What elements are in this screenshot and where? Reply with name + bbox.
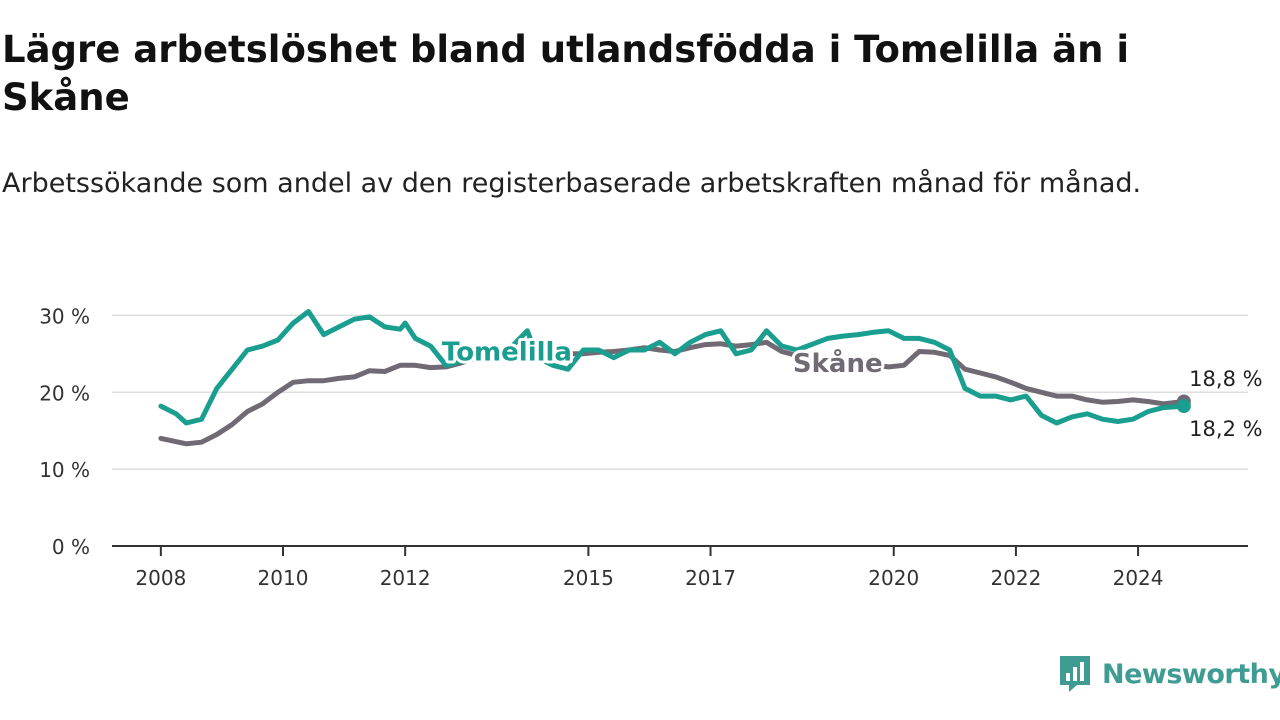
x-tick-label: 2020	[868, 566, 919, 590]
y-tick-label: 30 %	[39, 304, 90, 328]
series-line-tomelilla	[158, 309, 1187, 426]
y-tick-label: 20 %	[39, 381, 90, 405]
end-value-label-tomelilla: 18,2 %	[1189, 417, 1262, 441]
axes: 0 % 10 % 20 % 30 % 2008 2010 2012 2015 2017 2020 2…	[39, 304, 1248, 590]
brand-name: Newsworthy	[1102, 658, 1280, 690]
chart-subtitle: Arbetssökande som andel av den registerb…	[2, 168, 1142, 199]
x-tick-label: 2017	[685, 566, 736, 590]
x-tick-label: 2022	[990, 566, 1041, 590]
y-tick-label: 0 %	[52, 535, 90, 559]
x-tick-label: 2015	[563, 566, 614, 590]
x-tick-label: 2012	[380, 566, 431, 590]
x-tick-label: 2010	[258, 566, 309, 590]
newsworthy-logo-icon	[1060, 656, 1090, 692]
series-labels: Tomelilla Skåne 18,2 % 18,8 %	[439, 335, 1265, 444]
chart-title: Lägre arbetslöshet bland utlandsfödda i …	[2, 28, 1130, 119]
end-point-marker	[1176, 399, 1191, 414]
end-value-label-skane: 18,8 %	[1189, 367, 1262, 391]
series-label-tomelilla: Tomelilla	[442, 338, 572, 368]
x-tick-label: 2008	[135, 566, 186, 590]
y-tick-label: 10 %	[39, 458, 90, 482]
brand: Newsworthy	[1058, 654, 1280, 694]
series-label-skane: Skåne	[793, 347, 883, 379]
line-chart: 0 % 10 % 20 % 30 % 2008 2010 2012 2015 2017 2020 2…	[39, 304, 1265, 590]
x-tick-label: 2024	[1113, 566, 1164, 590]
series-line-skane	[158, 339, 1187, 447]
series-lines	[158, 309, 1191, 447]
